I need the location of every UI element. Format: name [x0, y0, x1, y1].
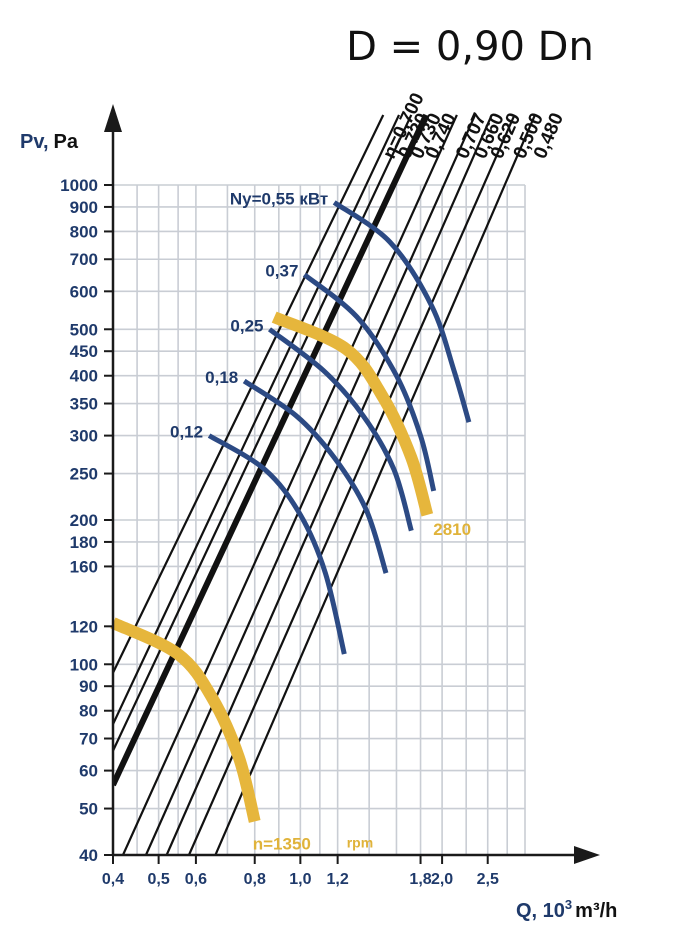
y-tick-label: 90	[79, 677, 98, 696]
x-tick-label: 0,5	[148, 871, 170, 888]
x-axis-label-unit: m³/h	[575, 900, 617, 922]
y-tick-label: 700	[70, 250, 98, 269]
x-tick-label: 2,5	[477, 871, 499, 888]
efficiency-line	[214, 114, 536, 855]
y-tick-label: 70	[79, 730, 98, 749]
x-tick-label: 0,4	[102, 871, 124, 888]
speed-curve	[271, 311, 434, 517]
power-curve-label: 0,25	[230, 316, 263, 335]
y-tick-label: 600	[70, 282, 98, 301]
power-curve	[302, 272, 437, 492]
y-tick-label: 400	[70, 367, 98, 386]
x-tick-label: 1,0	[289, 871, 311, 888]
speed-curve-label: n=1350	[253, 834, 311, 853]
y-tick-label: 200	[70, 511, 98, 530]
y-tick-label: 80	[79, 702, 98, 721]
efficiency-line	[113, 114, 401, 725]
power-curve	[332, 200, 472, 423]
x-tick-label: 0,8	[244, 871, 266, 888]
chart-title: D = 0,90 Dn	[346, 24, 594, 70]
y-tick-label: 350	[70, 395, 98, 414]
efficiency-line	[144, 114, 477, 855]
x-axis-label: Q, 103 m³/h	[516, 897, 617, 922]
power-curve-label: 0,18	[205, 368, 238, 387]
y-tick-label: 800	[70, 222, 98, 241]
speed-curve	[110, 617, 261, 823]
rpm-label: rpm	[347, 834, 373, 850]
power-curve	[267, 327, 414, 532]
efficiency-line	[165, 114, 493, 855]
efficiency-line	[121, 114, 458, 855]
axes	[104, 104, 600, 864]
power-curve-label: 0,12	[170, 423, 203, 442]
y-tick-label: 1000	[60, 176, 98, 195]
x-axis-label-sup: 3	[565, 897, 572, 912]
x-axis-label-prefix: Q, 10	[516, 900, 565, 922]
y-tick-label: 300	[70, 427, 98, 446]
power-curve-label: 0,37	[265, 262, 298, 281]
x-tick-label: 0,6	[185, 871, 207, 888]
y-tick-label: 120	[70, 617, 98, 636]
efficiency-line	[113, 114, 413, 752]
y-tick-label: 40	[79, 846, 98, 865]
y-axis-arrow	[104, 104, 122, 132]
y-tick-label: 500	[70, 320, 98, 339]
x-axis-arrow	[574, 846, 600, 864]
x-tick-label: 1,2	[327, 871, 349, 888]
y-tick-label: 60	[79, 762, 98, 781]
y-tick-label: 100	[70, 655, 98, 674]
x-tick-label: 2,0	[431, 871, 453, 888]
speed-curve-label: 2810	[433, 520, 471, 539]
y-tick-label: 160	[70, 557, 98, 576]
y-tick-label: 250	[70, 465, 98, 484]
y-tick-label: 50	[79, 800, 98, 819]
efficiency-lines	[113, 113, 536, 855]
power-curve	[242, 378, 389, 574]
x-tick-label: 1,8	[409, 871, 431, 888]
y-tick-label: 900	[70, 198, 98, 217]
efficiency-line	[113, 113, 429, 787]
y-axis-label-unit: Pa	[54, 131, 79, 153]
y-tick-label: 450	[70, 342, 98, 361]
performance-curves	[110, 200, 472, 823]
power-curve	[207, 433, 347, 655]
y-axis-label: Pv, Pa	[20, 131, 79, 153]
power-curve-label: Ny=0,55 кВт	[230, 189, 328, 208]
y-axis-label-prefix: Pv,	[20, 131, 49, 153]
y-tick-label: 180	[70, 533, 98, 552]
